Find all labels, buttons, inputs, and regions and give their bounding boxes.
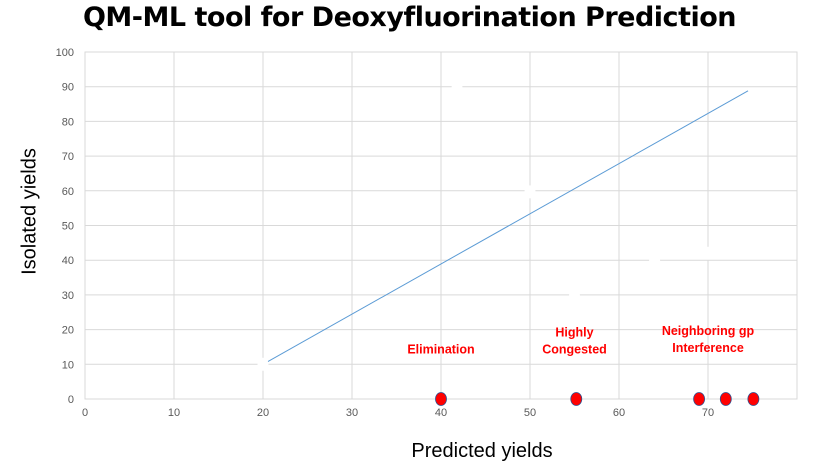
data-point: [257, 357, 269, 371]
y-tick-label: 50: [62, 221, 74, 233]
y-tick-label: 20: [62, 325, 74, 337]
x-tick-label: 0: [82, 407, 88, 419]
data-point: [702, 246, 714, 260]
y-tick-label: 80: [62, 116, 74, 128]
annotation-label: Neighboring gp: [662, 324, 755, 338]
x-tick-label: 60: [613, 407, 625, 419]
data-point: [674, 139, 686, 153]
data-point: [569, 289, 580, 303]
y-tick-label: 70: [62, 151, 74, 163]
y-tick-label: 0: [68, 394, 74, 406]
x-tick-label: 10: [168, 407, 180, 419]
annotation-label: Congested: [542, 343, 607, 357]
data-point: [747, 392, 760, 406]
annotation-label: Interference: [672, 341, 744, 355]
y-tick-label: 60: [62, 186, 74, 198]
annotation-label: Highly: [555, 326, 593, 340]
data-point: [402, 132, 414, 146]
data-point: [719, 392, 732, 406]
data-point: [435, 392, 447, 406]
x-tick-label: 40: [435, 407, 447, 419]
y-tick-label: 100: [56, 47, 74, 59]
data-point: [649, 253, 661, 267]
y-tick-label: 30: [62, 290, 74, 302]
trendline: [262, 90, 749, 365]
data-point: [524, 185, 536, 199]
y-tick-label: 10: [62, 359, 74, 371]
x-axis-label: Predicted yields: [411, 440, 553, 462]
data-point: [693, 392, 705, 406]
annotation-label: Elimination: [407, 343, 474, 357]
x-tick-label: 20: [257, 407, 269, 419]
x-tick-label: 50: [524, 407, 536, 419]
chart-title: QM-ML tool for Deoxyfluorination Predict…: [82, 2, 737, 33]
y-tick-label: 40: [62, 255, 74, 267]
data-point: [570, 392, 583, 406]
data-point: [451, 81, 463, 95]
x-tick-label: 70: [702, 407, 714, 419]
y-tick-label: 90: [62, 82, 74, 94]
x-tick-label: 30: [346, 407, 358, 419]
